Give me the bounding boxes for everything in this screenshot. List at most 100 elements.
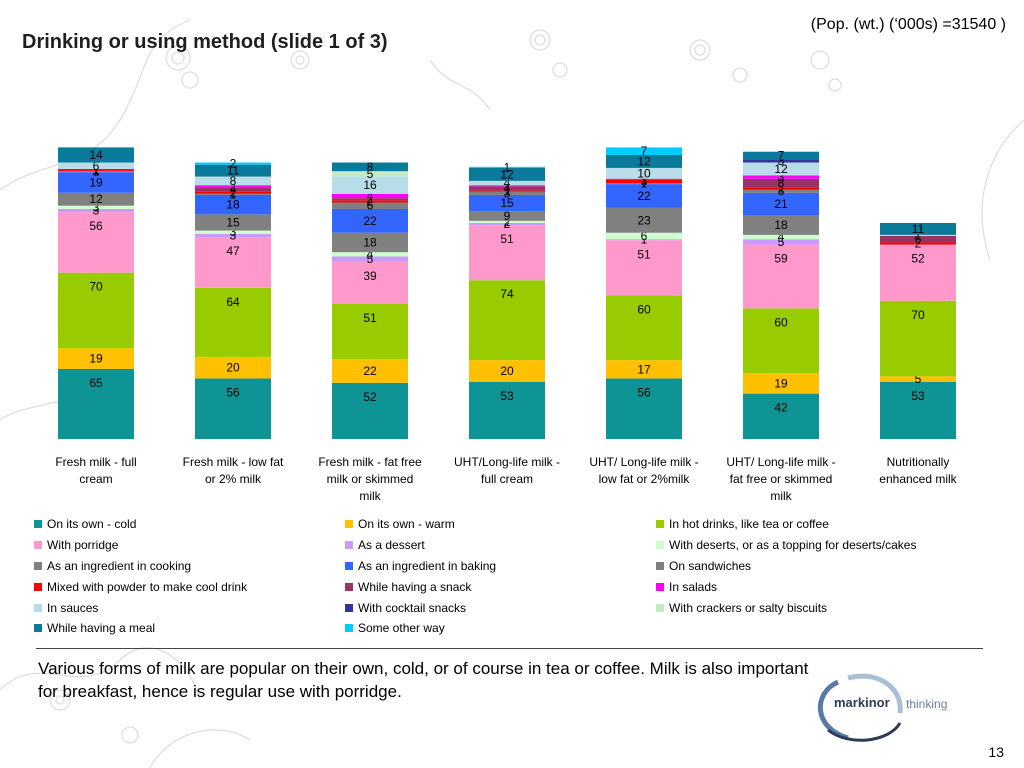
bar-value-label: 22 (637, 189, 651, 203)
bar-segment (332, 176, 408, 194)
bar-segment (743, 151, 819, 160)
bar-value-label: 52 (363, 390, 377, 404)
category-label-line: UHT/ Long-life milk - (589, 455, 698, 469)
legend-swatch (656, 582, 664, 591)
bar-segment (469, 223, 545, 226)
population-note: (Pop. (wt.) (‘000s) =31540 ) (810, 16, 1006, 33)
bar-segment (743, 189, 819, 193)
legend-swatch (34, 582, 42, 591)
bar-segment (58, 169, 134, 171)
bar-segment (743, 159, 819, 163)
bar-value-label: 3 (778, 184, 785, 198)
bar-value-label: 1 (93, 165, 100, 179)
bar-segment (58, 208, 134, 213)
legend-label: As an ingredient in baking (358, 558, 497, 573)
category-label: UHT/Long-life milk - full cream (454, 455, 560, 486)
bar-segment (195, 187, 271, 192)
bar-value-label: 12 (637, 154, 651, 168)
bar-segment (743, 178, 819, 188)
bar-segment (58, 368, 134, 439)
category-label: Fresh milk - fat free milk or skimmed milk (318, 455, 422, 503)
logo-tagline: thinking (906, 697, 948, 711)
bar-value-label: 1 (641, 177, 648, 191)
bar-value-label: 3 (778, 170, 785, 184)
bar-value-label: 1 (230, 187, 237, 201)
legend-item: With porridge (34, 535, 345, 556)
bar-value-label: 7 (778, 149, 785, 163)
bar-segment (606, 183, 682, 185)
legend-swatch (34, 520, 42, 529)
bar-segment (606, 239, 682, 241)
legend-swatch (34, 541, 42, 550)
category-label-line: Nutritionally (887, 455, 950, 469)
legend-label: In salads (669, 579, 718, 594)
legend-label: While having a meal (47, 621, 156, 636)
bar-segment (606, 167, 682, 179)
category-label-line: full cream (481, 472, 533, 486)
chart-legend: On its own - cold On its own - warm In hot… (34, 514, 994, 640)
slide-caption: Various forms of milk are popular on the… (38, 659, 809, 701)
bar-value-label: 1 (504, 179, 511, 193)
bar-value-label: 1 (641, 172, 648, 186)
bar-value-label: 3 (230, 228, 237, 242)
legend-label: On sandwiches (669, 558, 752, 573)
legend-label: While having a snack (358, 579, 472, 594)
bar-segment (332, 359, 408, 383)
bar-segment (195, 356, 271, 379)
bar-value-label: 2 (504, 217, 511, 231)
bar-segment (195, 214, 271, 231)
bar-value-label: 4 (504, 176, 511, 190)
bar-segment (58, 162, 134, 169)
bar-segment (469, 360, 545, 382)
bar-segment (469, 211, 545, 221)
bar-segment (195, 287, 271, 357)
bar-segment (58, 348, 134, 369)
legend-swatch (34, 561, 42, 570)
bar-value-label: 64 (226, 295, 240, 309)
legend-item: While having a snack (345, 576, 656, 597)
bar-value-label: 18 (774, 218, 788, 232)
bar-segment (332, 252, 408, 257)
legend-item: On sandwiches (656, 556, 994, 577)
bar-value-label: 3 (641, 174, 648, 188)
bar-segment (195, 230, 271, 234)
category-label: Nutritionally enhanced milk (879, 455, 957, 486)
bar-segment (469, 220, 545, 223)
legend-label: On its own - cold (47, 517, 137, 532)
bar-segment (606, 178, 682, 180)
bar-value-label: 11 (912, 222, 925, 236)
bar-value-label: 2 (504, 215, 511, 229)
bar-value-label: 42 (774, 401, 788, 415)
bar-segment (58, 147, 134, 163)
bar-value-label: 39 (363, 269, 377, 283)
category-label-line: low fat or 2%milk (599, 472, 691, 486)
bar-value-label: 4 (504, 181, 511, 195)
bar-segment (606, 207, 682, 233)
bar-segment (880, 376, 956, 382)
bar-value-label: 12 (500, 167, 514, 181)
bar-segment (606, 295, 682, 361)
bar-segment (606, 179, 682, 184)
bar-segment (58, 171, 134, 173)
bar-value-label: 65 (89, 376, 103, 390)
bar-segment (469, 166, 545, 168)
bar-value-label: 10 (637, 166, 651, 180)
legend-item: In sauces (34, 597, 345, 618)
bar-segment (606, 147, 682, 155)
legend-label: With cocktail snacks (358, 600, 467, 615)
bar-segment (58, 170, 134, 172)
bar-value-label: 5 (367, 167, 374, 181)
legend-swatch (34, 624, 42, 633)
bar-value-label: 52 (911, 252, 925, 266)
legend-swatch (34, 603, 42, 612)
legend-label: As a dessert (358, 538, 425, 553)
bar-segment (332, 202, 408, 209)
bar-segment (469, 194, 545, 212)
bar-segment (743, 192, 819, 216)
bar-segment (332, 232, 408, 253)
bar-segment (743, 244, 819, 309)
bar-segment (332, 382, 408, 439)
bar-value-label: 20 (500, 364, 514, 378)
bar-value-label: 3 (230, 225, 237, 239)
bar-value-label: 12 (89, 192, 103, 206)
